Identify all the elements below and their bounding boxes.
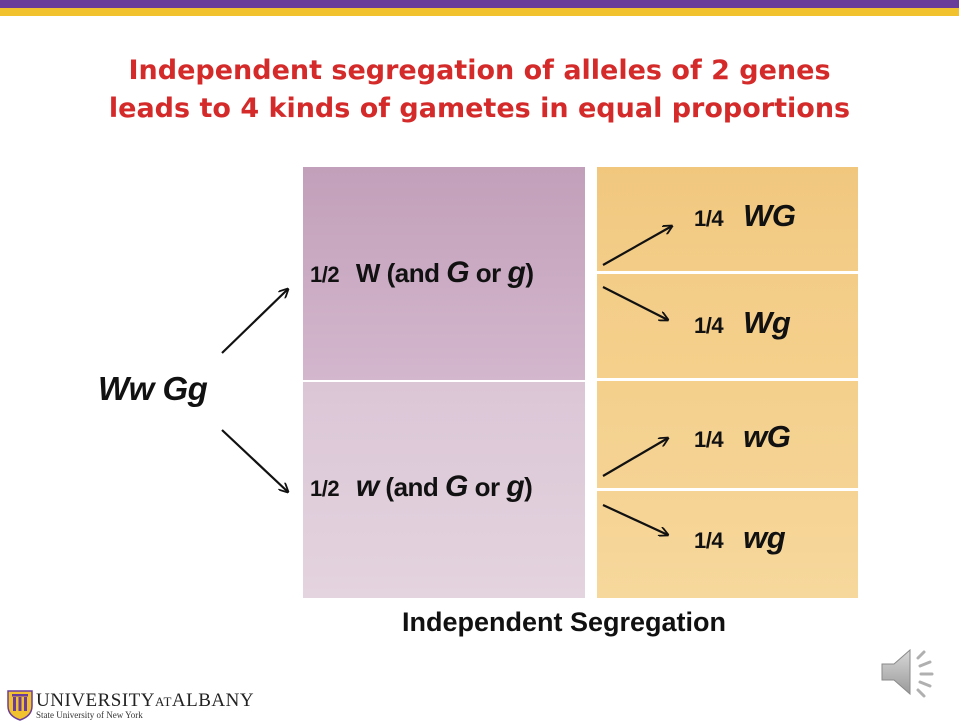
text: ) [525, 258, 534, 288]
allele-upper: G [445, 470, 468, 503]
fraction: 1/4 [694, 313, 724, 338]
first-division-lower-box [303, 382, 585, 598]
allele: w [355, 470, 379, 503]
gamete-box-2 [597, 274, 858, 378]
first-division-upper-box [303, 167, 585, 380]
gamete-label-2: 1/4 Wg [694, 305, 791, 341]
text: AT [155, 694, 172, 709]
gamete-label-3: 1/4 wG [694, 419, 791, 455]
parent-genotype-label: Ww Gg [98, 370, 208, 407]
text: (and [386, 258, 447, 288]
fraction: 1/4 [694, 427, 724, 452]
genotype: WG [743, 198, 796, 233]
arrow-upper-to-gamete-2 [602, 286, 668, 320]
genotype: wG [743, 419, 791, 454]
arrow-lower-to-gamete-4 [602, 504, 668, 535]
gamete-box-1 [597, 167, 858, 271]
fraction: 1/2 [310, 262, 340, 287]
first-division-lower-label: 1/2 w (and G or g) [310, 470, 533, 504]
arrow-upper-to-gamete-1 [602, 226, 672, 266]
slide-title-line-2: leads to 4 kinds of gametes in equal pro… [108, 93, 851, 124]
audio-speaker-icon[interactable] [878, 644, 944, 700]
text: UNIVERSITY [36, 690, 155, 711]
arrow-lower-to-gamete-3 [602, 438, 668, 477]
text: ) [524, 472, 533, 502]
genotype: Wg [743, 305, 791, 340]
arrow-parent-to-upper [221, 289, 288, 354]
gamete-label-1: 1/4 WG [694, 198, 796, 234]
fraction: 1/4 [694, 206, 724, 231]
slide-title-line-1: Independent segregation of alleles of 2 … [128, 55, 831, 86]
gamete-box-4 [597, 491, 858, 598]
genotype: wg [743, 520, 786, 555]
allele: W [355, 258, 381, 288]
gamete-box-3 [597, 381, 858, 488]
diagram-caption: Independent Segregation [402, 607, 727, 637]
university-subtitle: State University of New York [36, 710, 143, 720]
text: or [469, 258, 508, 288]
header-bar-gold [0, 8, 959, 16]
text: ALBANY [171, 690, 255, 711]
gamete-label-4: 1/4 wg [694, 520, 786, 556]
allele-lower: g [506, 470, 525, 503]
allele-lower: g [507, 256, 526, 289]
text: (and [385, 472, 446, 502]
text: or [467, 472, 507, 502]
first-division-upper-label: 1/2 W (and G or g) [310, 256, 534, 290]
university-wordmark: UNIVERSITYATALBANY [36, 690, 254, 712]
fraction: 1/4 [694, 528, 724, 553]
fraction: 1/2 [310, 476, 340, 501]
header-bar-purple [0, 0, 959, 8]
arrow-parent-to-lower [221, 429, 288, 492]
university-shield-icon [7, 690, 33, 721]
allele-upper: G [446, 256, 470, 289]
